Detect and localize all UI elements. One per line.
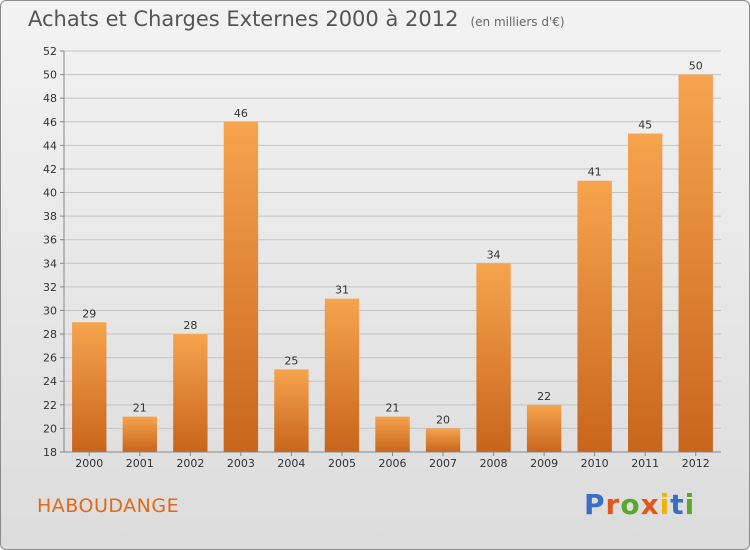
bar-value-label: 41 [588, 166, 602, 179]
x-tick-label: 2006 [379, 457, 407, 470]
y-tick-label: 24 [43, 375, 57, 388]
bar [223, 121, 259, 452]
y-tick-label: 32 [43, 281, 57, 294]
x-tick-label: 2010 [581, 457, 609, 470]
bar-value-label: 21 [386, 402, 400, 415]
bar [526, 404, 562, 452]
logo-letter: t [670, 488, 685, 521]
x-tick-label: 2011 [631, 457, 659, 470]
y-tick-label: 18 [43, 446, 57, 459]
bars [72, 74, 713, 453]
bar-value-label: 45 [638, 119, 652, 132]
y-tick-label: 36 [43, 234, 57, 247]
town-name: HABOUDANGE [37, 495, 180, 517]
y-tick-label: 42 [43, 163, 57, 176]
y-tick-label: 20 [43, 422, 57, 435]
bar-value-label: 25 [284, 354, 298, 367]
bar [425, 428, 461, 452]
x-tick-label: 2009 [530, 457, 558, 470]
y-tick-label: 44 [43, 139, 57, 152]
x-tick-label: 2002 [176, 457, 204, 470]
bar [122, 416, 157, 452]
x-tick-label: 2007 [429, 457, 457, 470]
y-tick-label: 28 [43, 328, 57, 341]
y-tick-label: 22 [43, 399, 57, 412]
bar-value-label: 46 [234, 107, 248, 120]
bar-value-label: 22 [537, 390, 551, 403]
x-tick-label: 2000 [75, 457, 103, 470]
proxiti-logo: Proxiti [584, 488, 695, 521]
logo-letter: i [684, 488, 696, 521]
logo-letter: P [584, 488, 606, 521]
y-tick-label: 26 [43, 352, 57, 365]
logo-letter: r [605, 488, 621, 521]
bar [324, 298, 360, 452]
y-tick-label: 52 [43, 45, 57, 58]
bar [173, 334, 208, 452]
chart-title: Achats et Charges Externes 2000 à 2012 (e… [28, 7, 565, 31]
logo-letter: o [620, 488, 641, 521]
bar-value-label: 31 [335, 284, 349, 297]
axes: 18 20 22 24 26 28 30 32 34 36 38 40 42 44 46 48 50 52 2000… [43, 45, 721, 470]
bar-value-label: 50 [689, 60, 703, 73]
chart-title-text: Achats et Charges Externes 2000 à 2012 [28, 7, 459, 31]
x-tick-label: 2012 [682, 457, 710, 470]
bar [628, 133, 663, 452]
x-tick-label: 2003 [227, 457, 255, 470]
bar [375, 416, 410, 452]
x-tick-label: 2004 [277, 457, 305, 470]
y-tick-label: 34 [43, 257, 57, 270]
value-labels: 29 21 28 46 25 31 21 20 34 22 41 45 50 [82, 60, 702, 427]
y-tick-label: 40 [43, 187, 57, 200]
y-tick-label: 30 [43, 304, 57, 317]
bar [577, 180, 612, 452]
bar-value-label: 34 [487, 248, 501, 261]
y-tick-label: 48 [43, 92, 57, 105]
chart-subtitle: (en milliers d'€) [470, 15, 565, 29]
bar [678, 74, 713, 453]
x-tick-label: 2001 [126, 457, 154, 470]
bar-value-label: 20 [436, 413, 450, 426]
logo-letter: x [640, 488, 660, 521]
y-tick-label: 38 [43, 210, 57, 223]
x-tick-label: 2008 [480, 457, 508, 470]
bar-value-label: 28 [183, 319, 197, 332]
y-tick-label: 50 [43, 69, 57, 82]
bar [274, 369, 309, 452]
bar-value-label: 21 [133, 402, 147, 415]
y-tick-label: 46 [43, 116, 57, 129]
gridlines [64, 50, 721, 453]
x-tick-label: 2005 [328, 457, 356, 470]
bar [476, 263, 511, 452]
bar-value-label: 29 [82, 307, 96, 320]
logo-letter: i [659, 488, 671, 521]
bar [72, 322, 107, 452]
